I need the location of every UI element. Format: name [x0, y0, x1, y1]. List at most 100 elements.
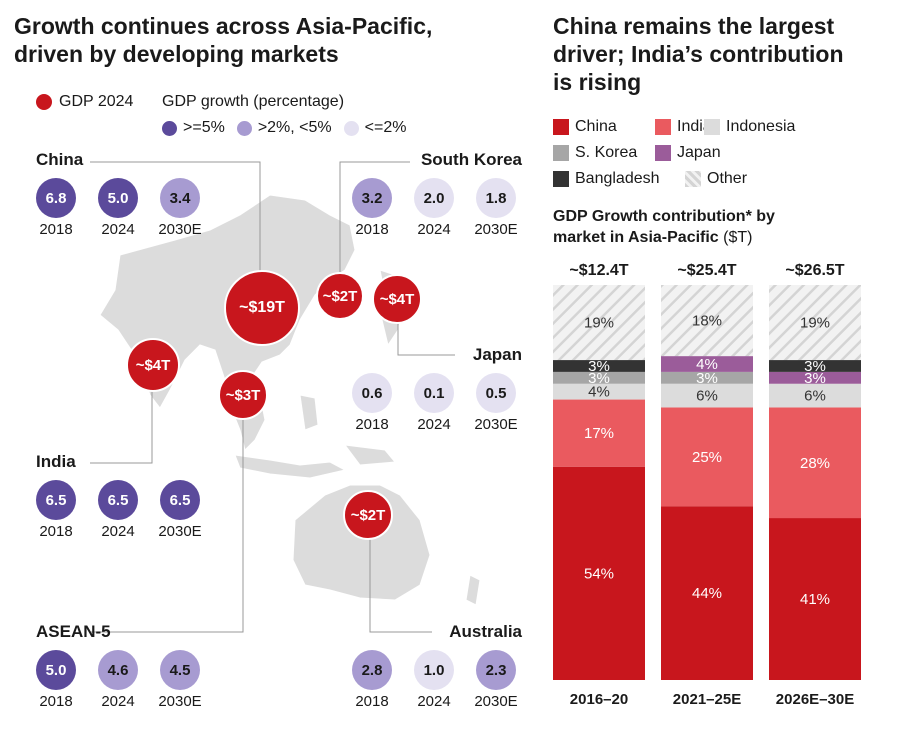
right-title: China remains the largest driver; India’…: [553, 12, 844, 96]
legend-item-indonesia: Indonesia: [704, 118, 795, 136]
data-label: 3%: [804, 358, 826, 375]
growth-bubble-asean-5-2024: 4.6: [98, 650, 138, 690]
chart-subtitle: GDP Growth contribution* by market in As…: [553, 206, 775, 248]
gdp-bubble-south-korea: ~$2T: [316, 272, 364, 320]
bar-segment-indonesia: [553, 383, 645, 400]
data-label: 41%: [800, 591, 830, 608]
data-label: 44%: [692, 585, 722, 602]
left-title: Growth continues across Asia-Pacific, dr…: [14, 12, 432, 68]
legend-swatch: [685, 171, 701, 187]
legend-low-label: <=2%: [364, 119, 407, 136]
legend-item-japan: Japan: [655, 144, 721, 162]
gdp-bubble-india: ~$4T: [126, 338, 180, 392]
legend-label: Bangladesh: [575, 170, 660, 187]
data-label: 19%: [584, 315, 614, 332]
map-new-guinea: [343, 444, 396, 466]
bar-segment-other: [769, 285, 861, 361]
legend-label: India: [677, 118, 712, 135]
chart-subtitle-line1: GDP Growth contribution* by: [553, 208, 775, 225]
legend-swatch: [704, 119, 720, 135]
year-label-south-korea-2030e: 2030E: [474, 221, 518, 238]
legend-swatch: [655, 119, 671, 135]
connector-china: [90, 161, 261, 285]
connector-india: [90, 375, 153, 464]
legend-swatch-mid: [236, 120, 252, 136]
bar-segment-india: [553, 399, 645, 467]
bar-segment-s-korea: [553, 371, 645, 384]
year-label-asean-5-2030e: 2030E: [158, 693, 202, 710]
connector-asean: [90, 405, 244, 633]
bar-segment-other: [553, 285, 645, 361]
data-label: 4%: [696, 356, 718, 373]
region-name-china: China: [36, 150, 84, 169]
data-label: 54%: [584, 565, 614, 582]
legend-mid-label: >2%, <5%: [257, 119, 332, 136]
data-label: 3%: [696, 370, 718, 387]
bar-segment-china: [553, 466, 645, 680]
chart-subtitle-line2: market in Asia-Pacific: [553, 229, 719, 246]
map-indonesia: [234, 454, 347, 479]
bar-segment-china: [769, 518, 861, 680]
year-label-south-korea-2024: 2024: [417, 221, 451, 238]
bar-segment-s-korea: [661, 371, 753, 384]
connector-australia: [369, 535, 432, 633]
right-title-line3: is rising: [553, 69, 642, 95]
growth-bubble-india-2030e: 6.5: [160, 480, 200, 520]
gdp-legend: GDP 2024: [36, 93, 133, 111]
growth-bubble-japan-2018: 0.6: [352, 373, 392, 413]
growth-bubble-australia-2018: 2.8: [352, 650, 392, 690]
region-name-south-korea: South Korea: [420, 150, 522, 169]
legend-swatch-high: [162, 120, 177, 136]
asia-pacific-map: [90, 161, 481, 633]
category-tick-label: 2016–20: [570, 691, 628, 708]
year-label-asean-5-2024: 2024: [101, 693, 135, 710]
legend-label: Japan: [677, 144, 721, 161]
bar-segment-japan: [769, 371, 861, 384]
growth-legend-title: GDP growth (percentage): [162, 93, 344, 111]
bar-segment-indonesia: [661, 383, 753, 408]
stacked-bar-chart: 54%17%4%3%3%19%~$12.4T2016–2044%25%6%3%4…: [553, 262, 861, 708]
year-label-australia-2030e: 2030E: [474, 693, 518, 710]
connector-south-korea: [339, 161, 410, 280]
data-label: 3%: [588, 358, 610, 375]
growth-bubble-australia-2030e: 2.3: [476, 650, 516, 690]
legend-swatch: [553, 119, 569, 135]
growth-bubble-asean-5-2018: 5.0: [36, 650, 76, 690]
region-name-australia: Australia: [449, 622, 522, 641]
data-label: 3%: [804, 370, 826, 387]
legend-item-bangladesh: Bangladesh: [553, 170, 660, 188]
data-label: 25%: [692, 449, 722, 466]
year-label-india-2024: 2024: [101, 523, 135, 540]
growth-legend: >=5% >2%, <5% <=2%: [162, 119, 406, 137]
bar-segment-bangladesh: [553, 360, 645, 372]
data-label: 17%: [584, 425, 614, 442]
legend-label: Other: [707, 170, 748, 187]
year-label-japan-2030e: 2030E: [474, 416, 518, 433]
bar-total-label: ~$12.4T: [569, 262, 628, 279]
year-label-china-2030e: 2030E: [158, 221, 202, 238]
legend-item-other: Other: [685, 170, 747, 188]
bar-segment-japan: [661, 356, 753, 372]
year-label-asean-5-2018: 2018: [39, 693, 73, 710]
bar-total-label: ~$26.5T: [785, 262, 844, 279]
legend-item-s-korea: S. Korea: [553, 144, 637, 162]
gdp-legend-label: GDP 2024: [59, 93, 134, 110]
left-title-line2: driven by developing markets: [14, 41, 339, 67]
legend-swatch-low: [343, 120, 359, 136]
year-label-india-2030e: 2030E: [158, 523, 202, 540]
bar-segment-indonesia: [769, 383, 861, 408]
growth-bubble-japan-2024: 0.1: [414, 373, 454, 413]
legend-label: S. Korea: [575, 144, 638, 161]
bar-total-label: ~$25.4T: [677, 262, 736, 279]
bar-segment-china: [661, 506, 753, 680]
data-label: 18%: [692, 313, 722, 330]
map-australia: [292, 484, 431, 601]
data-label: 19%: [800, 315, 830, 332]
legend-item-china: China: [553, 118, 617, 136]
region-name-asean-5: ASEAN-5: [36, 622, 111, 641]
growth-bubble-south-korea-2018: 3.2: [352, 178, 392, 218]
data-label: 3%: [588, 370, 610, 387]
gdp-legend-swatch: [36, 94, 52, 110]
growth-bubble-south-korea-2024: 2.0: [414, 178, 454, 218]
bar-segment-india: [769, 407, 861, 519]
